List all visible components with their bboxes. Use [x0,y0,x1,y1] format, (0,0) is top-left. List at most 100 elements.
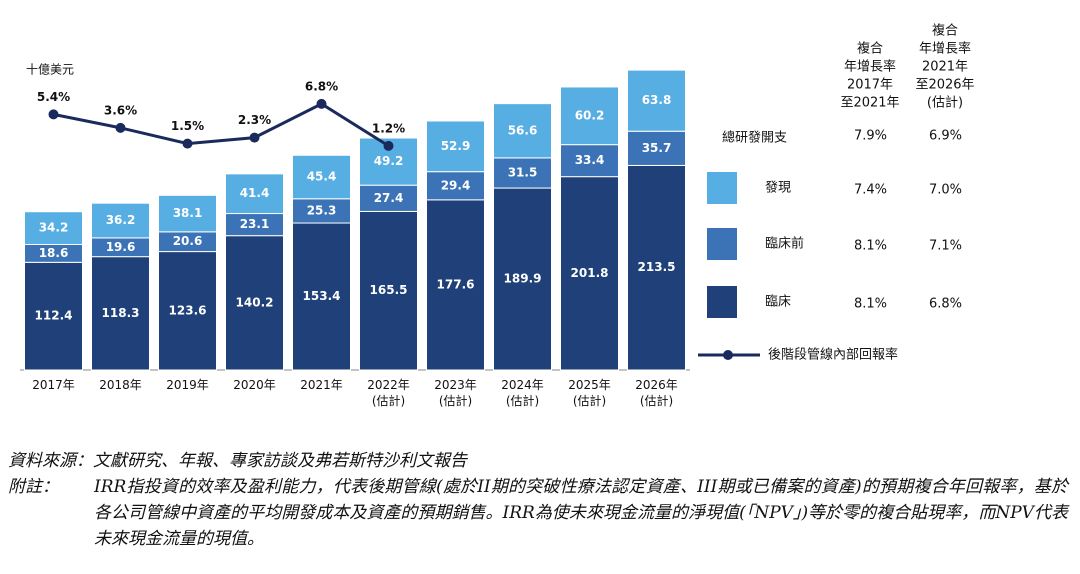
bar-value-label: 56.6 [508,123,538,137]
x-tick-label: 2023年(估計) [434,378,477,408]
table-header: 年增長率 [844,59,896,75]
bar-value-label: 60.2 [575,108,605,122]
bar-segment [560,144,619,178]
bar-value-label: 153.4 [303,289,341,303]
table-row-label: 總研發開支 [722,130,787,146]
bar-value-label: 140.2 [236,295,274,309]
x-tick-label: 2026年(估計) [635,378,678,408]
table-cell: 6.9% [929,129,962,144]
bar-value-label: 18.6 [39,246,69,260]
x-tick-label: 2024年(估計) [501,378,544,408]
bar-segment [292,222,351,371]
bar-value-label: 189.9 [504,272,542,286]
x-tick-label: 2020年 [233,378,276,392]
table-header: 複合 [857,41,883,57]
table-cell: 8.1% [854,297,887,312]
x-tick-label: 2021年 [300,378,343,392]
line-point [182,138,193,149]
legend-label: 臨床前 [765,236,804,252]
bar-value-label: 49.2 [374,154,404,168]
line-point [48,109,59,120]
bar-segment [627,130,686,166]
table-header: 至2021年 [840,96,899,111]
bar-segment [426,199,485,371]
line-point [115,122,126,133]
table-header: 至2026年 [915,78,974,93]
bar-value-label: 213.5 [638,260,676,274]
bar-value-label: 201.8 [571,266,609,280]
source: 資料來源：文獻研究、年報、專家訪談及弗若斯特沙利文報告 [8,451,467,471]
bar-segment [560,176,619,371]
bar-segment [225,235,284,371]
note-text: IRR指投資的效率及盈利能力，代表後期管線(處於II期的突破性療法認定資產、II… [94,477,1068,549]
bar-value-label: 52.9 [441,139,471,153]
bar-segment [24,261,83,371]
x-tick-label: 2025年(估計) [568,378,611,408]
x-tick-label: 2017年 [32,378,75,392]
bar-segment [493,187,552,371]
bar-value-label: 29.4 [441,178,471,192]
table-cell: 6.8% [929,297,962,312]
line-value-label: 1.2% [372,121,405,135]
bar-value-label: 45.4 [307,170,337,184]
bar-value-label: 36.2 [106,213,136,227]
line-value-label: 2.3% [238,113,271,127]
bar-value-label: 33.4 [575,153,605,167]
bar-segment [493,103,552,159]
bar-value-label: 38.1 [173,206,203,220]
bar-value-label: 23.1 [240,217,270,231]
bar-segment [560,86,619,146]
bar-segment [359,184,418,212]
bar-value-label: 25.3 [307,203,337,217]
bar-value-label: 27.4 [374,191,404,205]
line-value-label: 1.5% [171,119,204,133]
bar-value-label: 34.2 [39,221,69,235]
bar-segment [225,173,284,215]
legend-label: 臨床 [765,295,791,310]
chart: 十億美元 2017年 2018年 2019年 2020年 2021年 2022年(估計) 2… [20,23,975,408]
x-tick-label: 2022年(估計) [367,378,410,408]
bar-segment [627,164,686,371]
bar-value-label: 177.6 [437,277,475,291]
table-header: 複合 [932,23,958,39]
table-header: 年增長率 [919,41,971,57]
legend-swatch [707,286,737,318]
table-cell: 8.1% [854,239,887,254]
unit-label: 十億美元 [26,63,74,77]
bar-value-label: 112.4 [35,309,73,323]
note: 附註： IRR指投資的效率及盈利能力，代表後期管線(處於II期的突破性療法認定資… [8,474,1068,552]
table-header: (估計) [927,95,963,111]
bar-segment [91,256,150,371]
line-point [316,98,327,109]
table-header: 2021年 [922,60,968,75]
line [53,102,390,148]
bar-segment [426,171,485,201]
line-point [249,132,260,143]
bar-segment [426,120,485,173]
bar-segment [292,154,351,200]
line-point [383,140,394,151]
legend-swatch [707,172,737,204]
bar-value-label: 35.7 [642,141,672,155]
bar-segment [359,210,418,371]
x-tick-label: 2019年 [166,378,209,392]
legend-label: 後階段管線內部回報率 [768,347,898,363]
bar-segment [158,194,217,233]
table-cell: 7.1% [929,239,962,254]
legend-label: 發現 [765,181,791,196]
legend-point [723,350,733,360]
table-cell: 7.4% [854,183,887,198]
legend-swatch [707,228,737,260]
bar-value-label: 41.4 [240,186,270,200]
note-label: 附註： [8,477,59,497]
bar-segment [24,211,83,245]
bar-value-label: 63.8 [642,93,672,107]
bar-value-label: 31.5 [508,165,538,179]
bar-value-label: 123.6 [169,303,207,317]
table-cell: 7.0% [929,183,962,198]
table-cell: 7.9% [854,129,887,144]
line-value-label: 3.6% [104,103,137,117]
line-value-label: 6.8% [305,79,338,93]
x-tick-label: 2018年 [99,378,142,392]
